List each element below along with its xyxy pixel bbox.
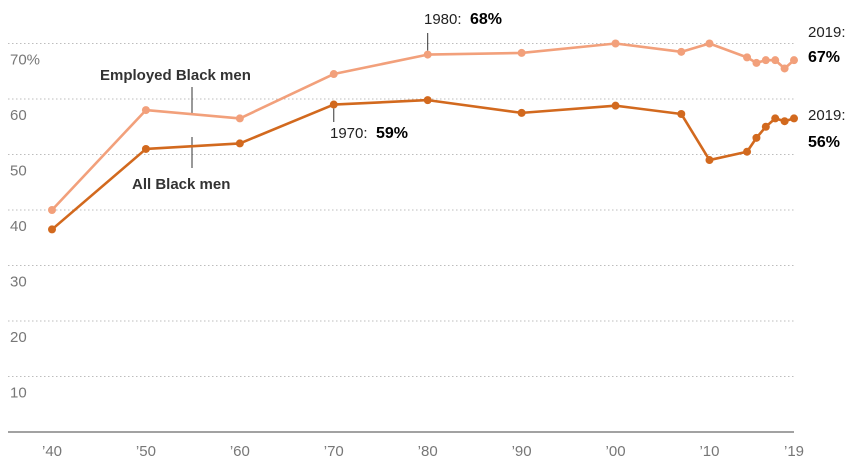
data-point — [677, 48, 685, 56]
annotation-2019-all-year: 2019: — [808, 107, 846, 124]
data-point — [790, 56, 798, 64]
data-point — [142, 106, 150, 114]
y-tick-label: 10 — [10, 385, 27, 402]
x-tick-label: ’40 — [42, 443, 62, 460]
x-tick-label: ’10 — [699, 443, 719, 460]
data-point — [612, 102, 620, 110]
x-tick-label: ’50 — [136, 443, 156, 460]
annotation-2019-employed-year: 2019: — [808, 24, 846, 41]
data-point — [762, 123, 770, 131]
series-line-1 — [52, 100, 794, 229]
data-point — [677, 110, 685, 118]
series-label-employed: Employed Black men — [100, 67, 251, 84]
data-point — [705, 40, 713, 48]
data-point — [771, 56, 779, 64]
annotation-1980: 1980: 68% — [424, 11, 502, 28]
y-axis-ticks: 10 20 30 40 50 60 70% — [10, 52, 40, 402]
data-point — [790, 114, 798, 122]
y-tick-label: 20 — [10, 329, 27, 346]
data-point — [518, 109, 526, 117]
data-point — [330, 101, 338, 109]
y-tick-label: 40 — [10, 218, 27, 235]
y-tick-label: 30 — [10, 274, 27, 291]
x-tick-label: ’00 — [606, 443, 626, 460]
data-point — [781, 117, 789, 125]
annotation-2019-all-value: 56% — [808, 134, 840, 151]
x-tick-label: ’19 — [784, 443, 804, 460]
data-point — [424, 96, 432, 104]
data-point — [236, 114, 244, 122]
data-point — [518, 49, 526, 57]
y-tick-label: 60 — [10, 107, 27, 124]
y-tick-label: 70% — [10, 52, 40, 69]
data-point — [236, 139, 244, 147]
x-tick-label: ’90 — [512, 443, 532, 460]
data-point — [752, 134, 760, 142]
data-point — [771, 114, 779, 122]
data-point — [762, 56, 770, 64]
data-point — [743, 148, 751, 156]
data-point — [743, 53, 751, 61]
data-point — [781, 64, 789, 72]
x-tick-label: ’70 — [324, 443, 344, 460]
annotation-2019-employed-value: 67% — [808, 49, 840, 66]
data-point — [612, 40, 620, 48]
x-axis-ticks: ’40 ’50 ’60 ’70 ’80 ’90 ’00 ’10 ’19 — [42, 443, 804, 460]
data-point — [424, 51, 432, 59]
annotation-1970: 1970: 59% — [330, 125, 408, 142]
series-label-all: All Black men — [132, 176, 230, 193]
data-point — [142, 145, 150, 153]
x-tick-label: ’80 — [418, 443, 438, 460]
data-point — [48, 206, 56, 214]
y-tick-label: 50 — [10, 163, 27, 180]
data-point — [752, 59, 760, 67]
data-point — [48, 225, 56, 233]
data-point — [705, 156, 713, 164]
x-tick-label: ’60 — [230, 443, 250, 460]
data-point — [330, 70, 338, 78]
